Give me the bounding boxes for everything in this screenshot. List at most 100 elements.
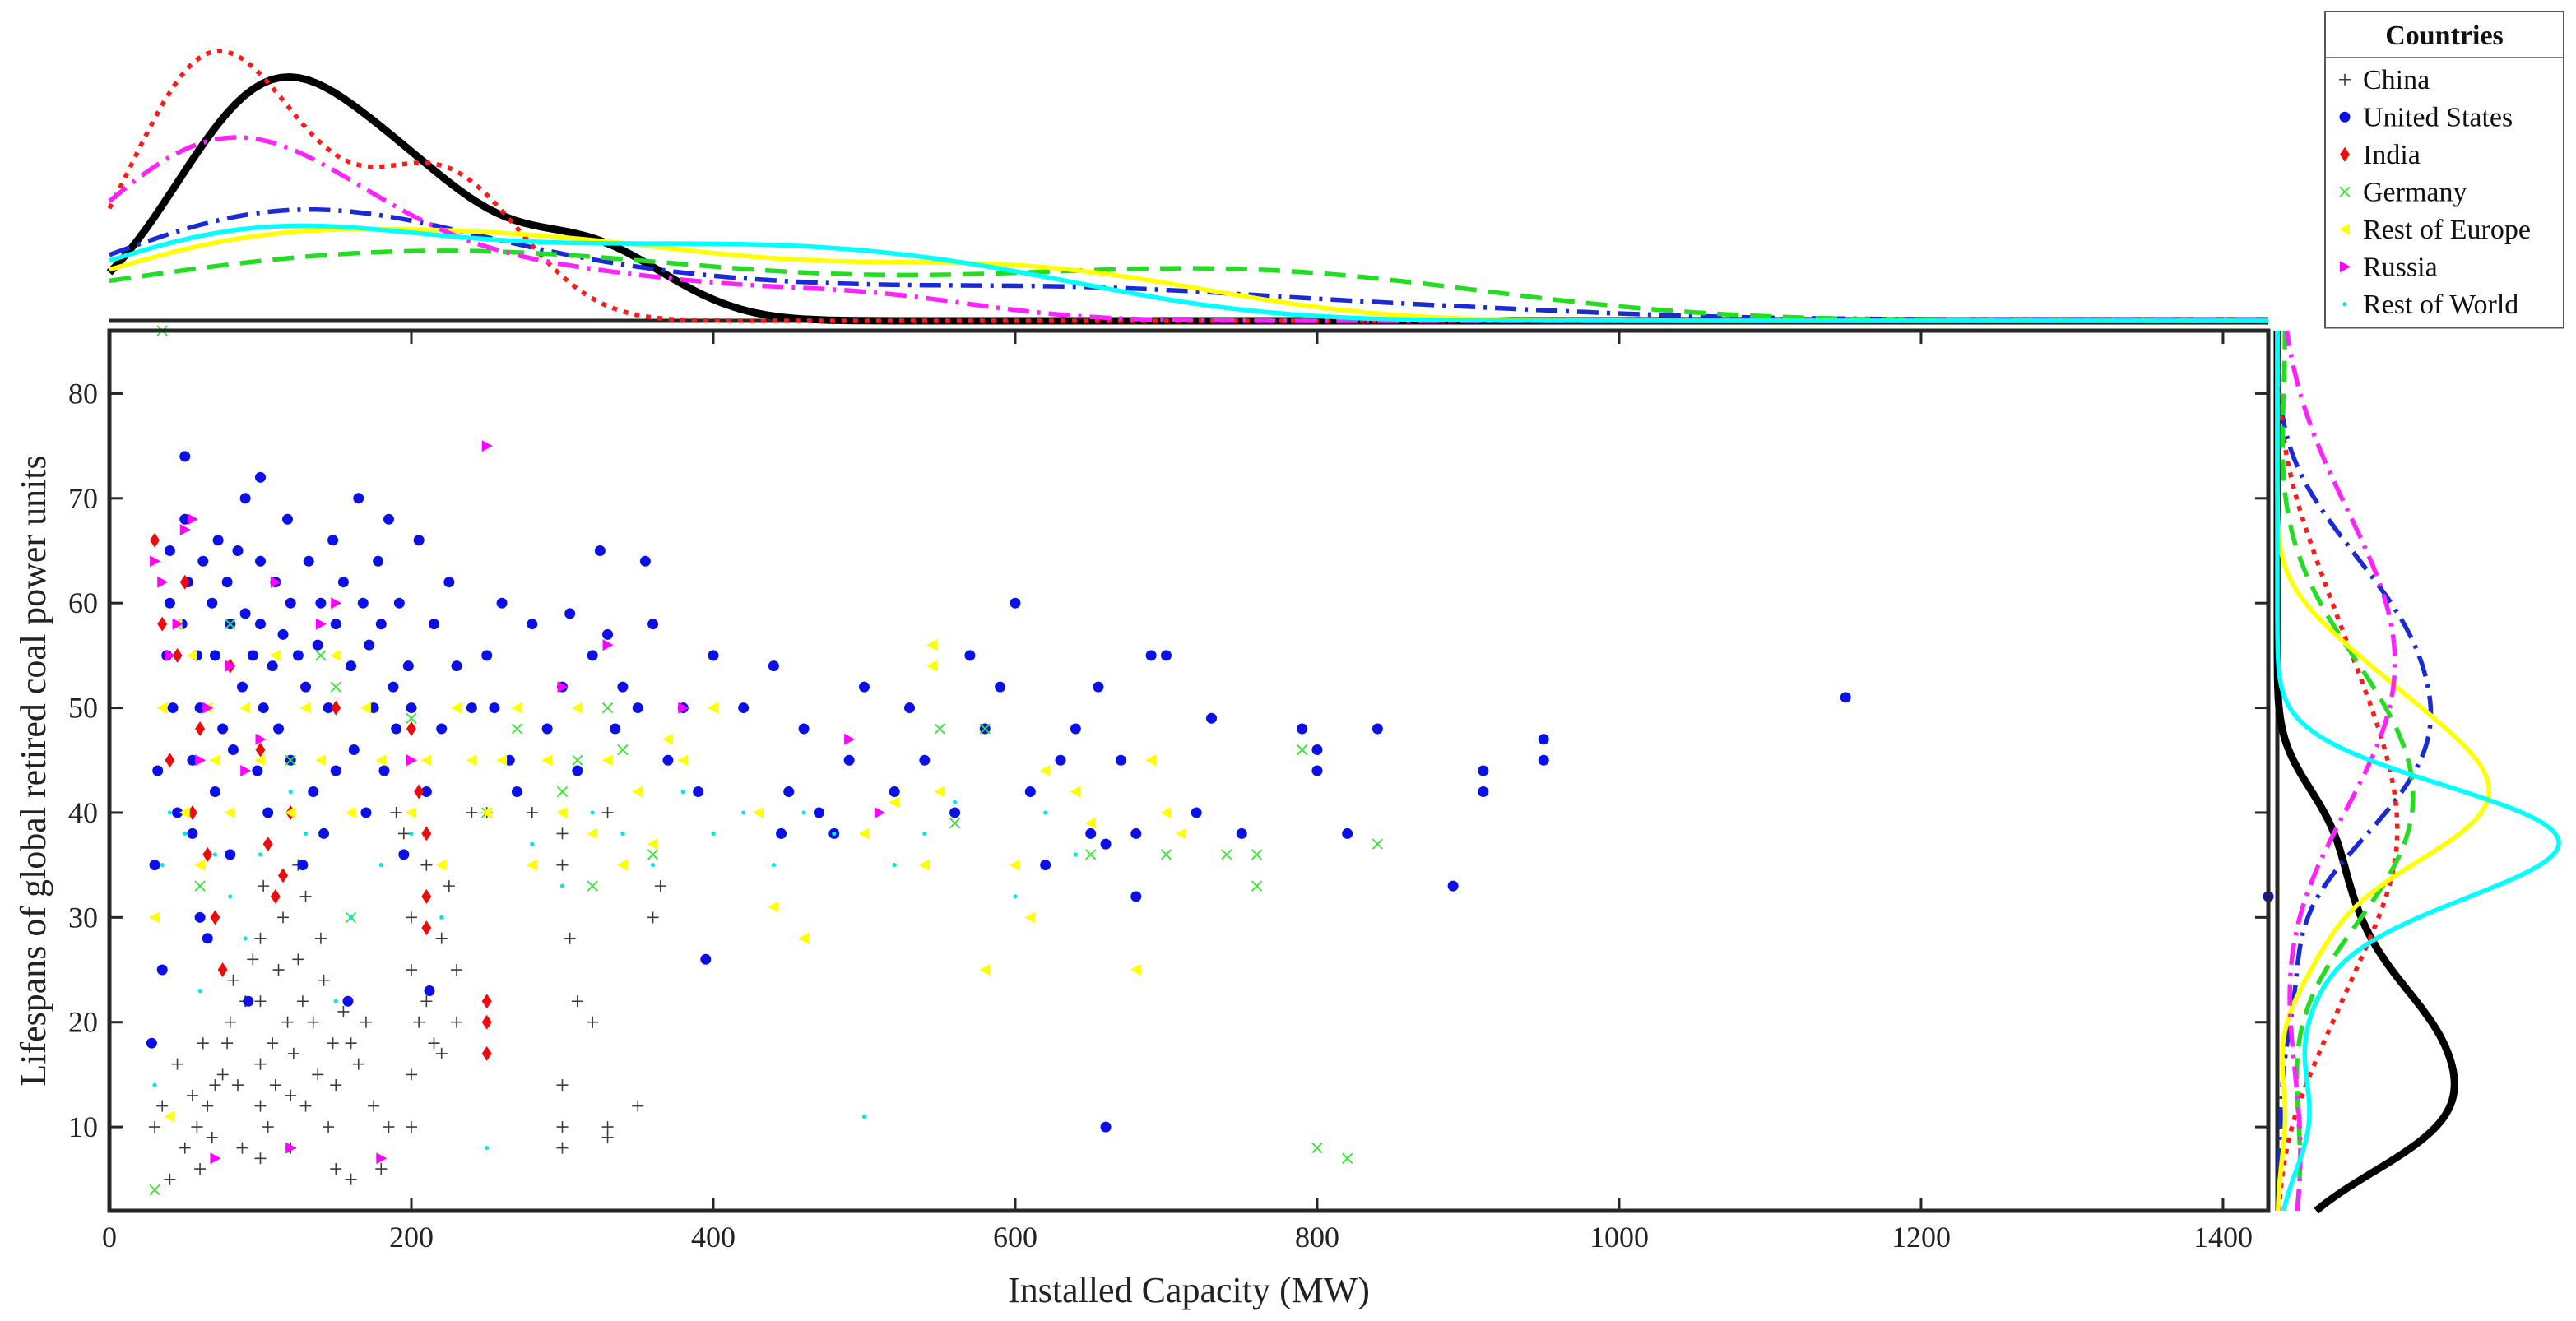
data-point xyxy=(197,988,202,994)
data-point xyxy=(601,806,614,818)
data-point xyxy=(331,597,342,610)
data-point xyxy=(282,513,294,525)
data-point xyxy=(1236,827,1247,839)
data-point xyxy=(277,628,289,640)
data-point xyxy=(405,964,417,976)
data-point xyxy=(323,702,334,714)
data-point xyxy=(1055,754,1066,766)
data-point xyxy=(285,1089,297,1101)
legend-item: Russia xyxy=(2340,252,2438,282)
data-point xyxy=(451,1016,463,1028)
data-point xyxy=(610,723,621,735)
data-point xyxy=(194,880,206,892)
data-point xyxy=(466,754,477,767)
data-point xyxy=(556,827,569,840)
data-point xyxy=(1251,880,1263,892)
data-point xyxy=(1070,786,1081,798)
data-point xyxy=(172,647,183,663)
data-point xyxy=(232,545,244,556)
data-point xyxy=(337,1005,350,1017)
data-point xyxy=(254,1100,267,1112)
data-point xyxy=(364,639,375,651)
data-point xyxy=(1145,754,1157,767)
legend-marker xyxy=(2340,261,2351,273)
data-point xyxy=(314,754,326,767)
density-y-germany xyxy=(2280,331,2416,1212)
data-point xyxy=(285,1142,297,1154)
data-point xyxy=(647,838,658,851)
data-point xyxy=(314,932,327,944)
data-point xyxy=(919,754,931,766)
data-point xyxy=(221,577,233,588)
data-point xyxy=(1160,806,1172,818)
data-point xyxy=(149,1121,161,1133)
data-point xyxy=(150,532,160,548)
data-point xyxy=(209,650,220,661)
data-point xyxy=(209,786,220,797)
data-point xyxy=(262,1121,274,1133)
legend-item: China xyxy=(2339,65,2430,95)
data-point xyxy=(292,650,304,661)
data-point xyxy=(405,806,416,818)
data-point xyxy=(194,1163,207,1175)
y-tick-label: 40 xyxy=(68,796,98,829)
data-point xyxy=(195,754,207,767)
data-point xyxy=(179,524,191,536)
data-point xyxy=(375,619,387,630)
x-tick-label: 1000 xyxy=(1590,1221,1649,1254)
data-point xyxy=(160,863,165,868)
data-point xyxy=(602,628,614,640)
density-x-china xyxy=(106,72,2268,325)
data-point xyxy=(420,754,432,767)
data-point xyxy=(157,576,169,588)
data-point xyxy=(406,702,417,714)
data-point xyxy=(297,860,309,871)
data-point xyxy=(273,723,285,735)
data-point xyxy=(428,1037,440,1050)
data-point xyxy=(207,597,218,609)
data-point xyxy=(292,953,304,966)
data-point xyxy=(1372,723,1383,735)
data-point xyxy=(511,723,523,735)
data-point xyxy=(360,1016,372,1028)
data-point xyxy=(285,597,296,609)
data-point xyxy=(590,810,595,815)
data-point xyxy=(587,827,598,840)
data-point xyxy=(346,660,357,672)
data-point xyxy=(1073,852,1078,857)
data-point xyxy=(496,597,508,609)
data-point xyxy=(414,784,425,800)
data-point xyxy=(221,1037,234,1050)
data-point xyxy=(299,702,311,714)
data-point xyxy=(421,888,432,904)
data-point xyxy=(616,859,628,871)
data-point xyxy=(191,1121,203,1133)
data-point xyxy=(429,619,440,630)
legend-title: Countries xyxy=(2385,21,2504,51)
data-point xyxy=(639,555,651,567)
legend-marker xyxy=(2342,302,2347,307)
data-point xyxy=(587,1016,599,1028)
data-point xyxy=(979,964,991,976)
data-point xyxy=(466,702,477,714)
data-point xyxy=(186,649,197,661)
x-tick-label: 1200 xyxy=(1891,1221,1951,1254)
legend-label: India xyxy=(2363,140,2421,170)
data-point xyxy=(420,859,433,871)
series-china xyxy=(149,806,666,1185)
legend-label: China xyxy=(2363,65,2430,95)
data-point xyxy=(167,702,179,714)
data-point xyxy=(267,660,278,672)
data-point xyxy=(227,974,239,986)
data-point xyxy=(164,1110,175,1123)
data-point xyxy=(307,1016,319,1028)
data-point xyxy=(240,765,252,776)
data-point xyxy=(383,513,394,525)
data-point xyxy=(330,765,341,776)
data-point xyxy=(247,650,258,661)
x-axis-ticks: 0 200 400 600 800 1000 1200 1400 xyxy=(102,331,2253,1254)
data-point xyxy=(1130,891,1142,902)
data-point xyxy=(390,806,402,818)
data-point xyxy=(156,1100,169,1112)
